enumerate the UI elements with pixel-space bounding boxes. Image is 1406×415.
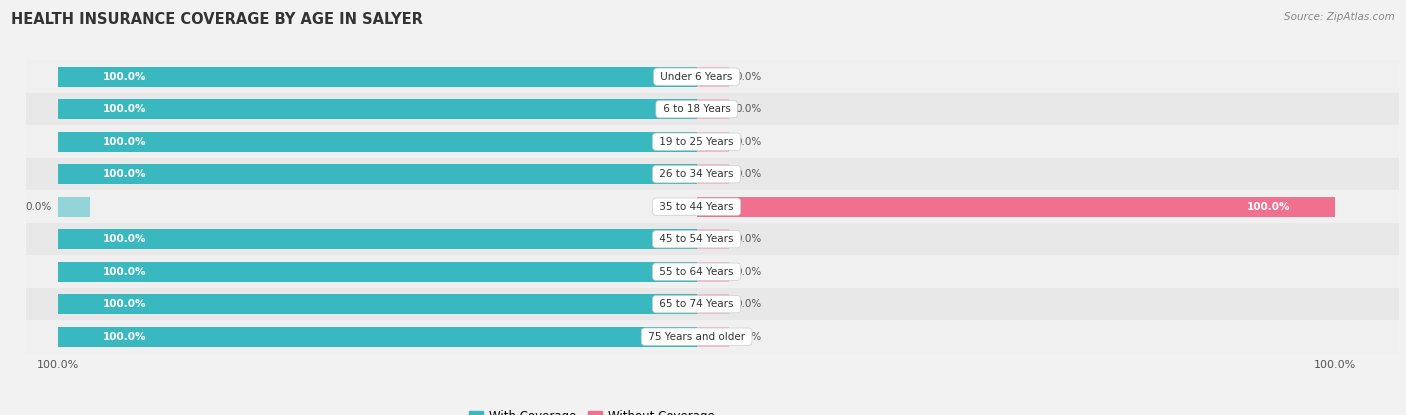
- Bar: [696, 67, 728, 87]
- Text: 0.0%: 0.0%: [735, 137, 761, 146]
- Text: 100.0%: 100.0%: [37, 360, 79, 370]
- Legend: With Coverage, Without Coverage: With Coverage, Without Coverage: [468, 410, 714, 415]
- Text: 75 Years and older: 75 Years and older: [645, 332, 748, 342]
- Text: HEALTH INSURANCE COVERAGE BY AGE IN SALYER: HEALTH INSURANCE COVERAGE BY AGE IN SALY…: [11, 12, 423, 27]
- Text: 100.0%: 100.0%: [103, 169, 146, 179]
- Bar: [58, 327, 696, 347]
- Text: 26 to 34 Years: 26 to 34 Years: [657, 169, 737, 179]
- Text: 0.0%: 0.0%: [25, 202, 52, 212]
- Text: Under 6 Years: Under 6 Years: [657, 72, 735, 82]
- Text: 6 to 18 Years: 6 to 18 Years: [659, 104, 734, 114]
- Text: 100.0%: 100.0%: [1247, 202, 1291, 212]
- Bar: [58, 294, 696, 314]
- Text: 0.0%: 0.0%: [735, 299, 761, 309]
- Bar: [27, 125, 1399, 158]
- Bar: [696, 164, 728, 184]
- Bar: [27, 93, 1399, 125]
- Bar: [58, 261, 696, 282]
- Text: 55 to 64 Years: 55 to 64 Years: [657, 267, 737, 277]
- Text: 0.0%: 0.0%: [735, 104, 761, 114]
- Bar: [58, 197, 90, 217]
- Text: 100.0%: 100.0%: [103, 137, 146, 146]
- Bar: [696, 132, 728, 152]
- Text: 19 to 25 Years: 19 to 25 Years: [657, 137, 737, 146]
- Bar: [27, 190, 1399, 223]
- Text: 100.0%: 100.0%: [103, 299, 146, 309]
- Bar: [58, 229, 696, 249]
- Text: 0.0%: 0.0%: [735, 169, 761, 179]
- Bar: [58, 164, 696, 184]
- Bar: [696, 294, 728, 314]
- Text: 100.0%: 100.0%: [103, 104, 146, 114]
- Text: 0.0%: 0.0%: [735, 72, 761, 82]
- Bar: [696, 229, 728, 249]
- Bar: [696, 327, 728, 347]
- Bar: [58, 67, 696, 87]
- Bar: [27, 320, 1399, 353]
- Text: 100.0%: 100.0%: [103, 332, 146, 342]
- Bar: [696, 99, 728, 119]
- Text: 0.0%: 0.0%: [735, 267, 761, 277]
- Text: 0.0%: 0.0%: [735, 234, 761, 244]
- Text: 0.0%: 0.0%: [735, 332, 761, 342]
- Text: 100.0%: 100.0%: [103, 267, 146, 277]
- Bar: [27, 256, 1399, 288]
- Text: 100.0%: 100.0%: [103, 234, 146, 244]
- Text: 35 to 44 Years: 35 to 44 Years: [657, 202, 737, 212]
- Text: Source: ZipAtlas.com: Source: ZipAtlas.com: [1284, 12, 1395, 22]
- Bar: [27, 288, 1399, 320]
- Bar: [696, 261, 728, 282]
- Bar: [696, 197, 1336, 217]
- Bar: [27, 61, 1399, 93]
- Bar: [27, 158, 1399, 190]
- Bar: [58, 99, 696, 119]
- Text: 100.0%: 100.0%: [1315, 360, 1357, 370]
- Text: 65 to 74 Years: 65 to 74 Years: [657, 299, 737, 309]
- Text: 45 to 54 Years: 45 to 54 Years: [657, 234, 737, 244]
- Bar: [58, 132, 696, 152]
- Bar: [27, 223, 1399, 256]
- Text: 100.0%: 100.0%: [103, 72, 146, 82]
